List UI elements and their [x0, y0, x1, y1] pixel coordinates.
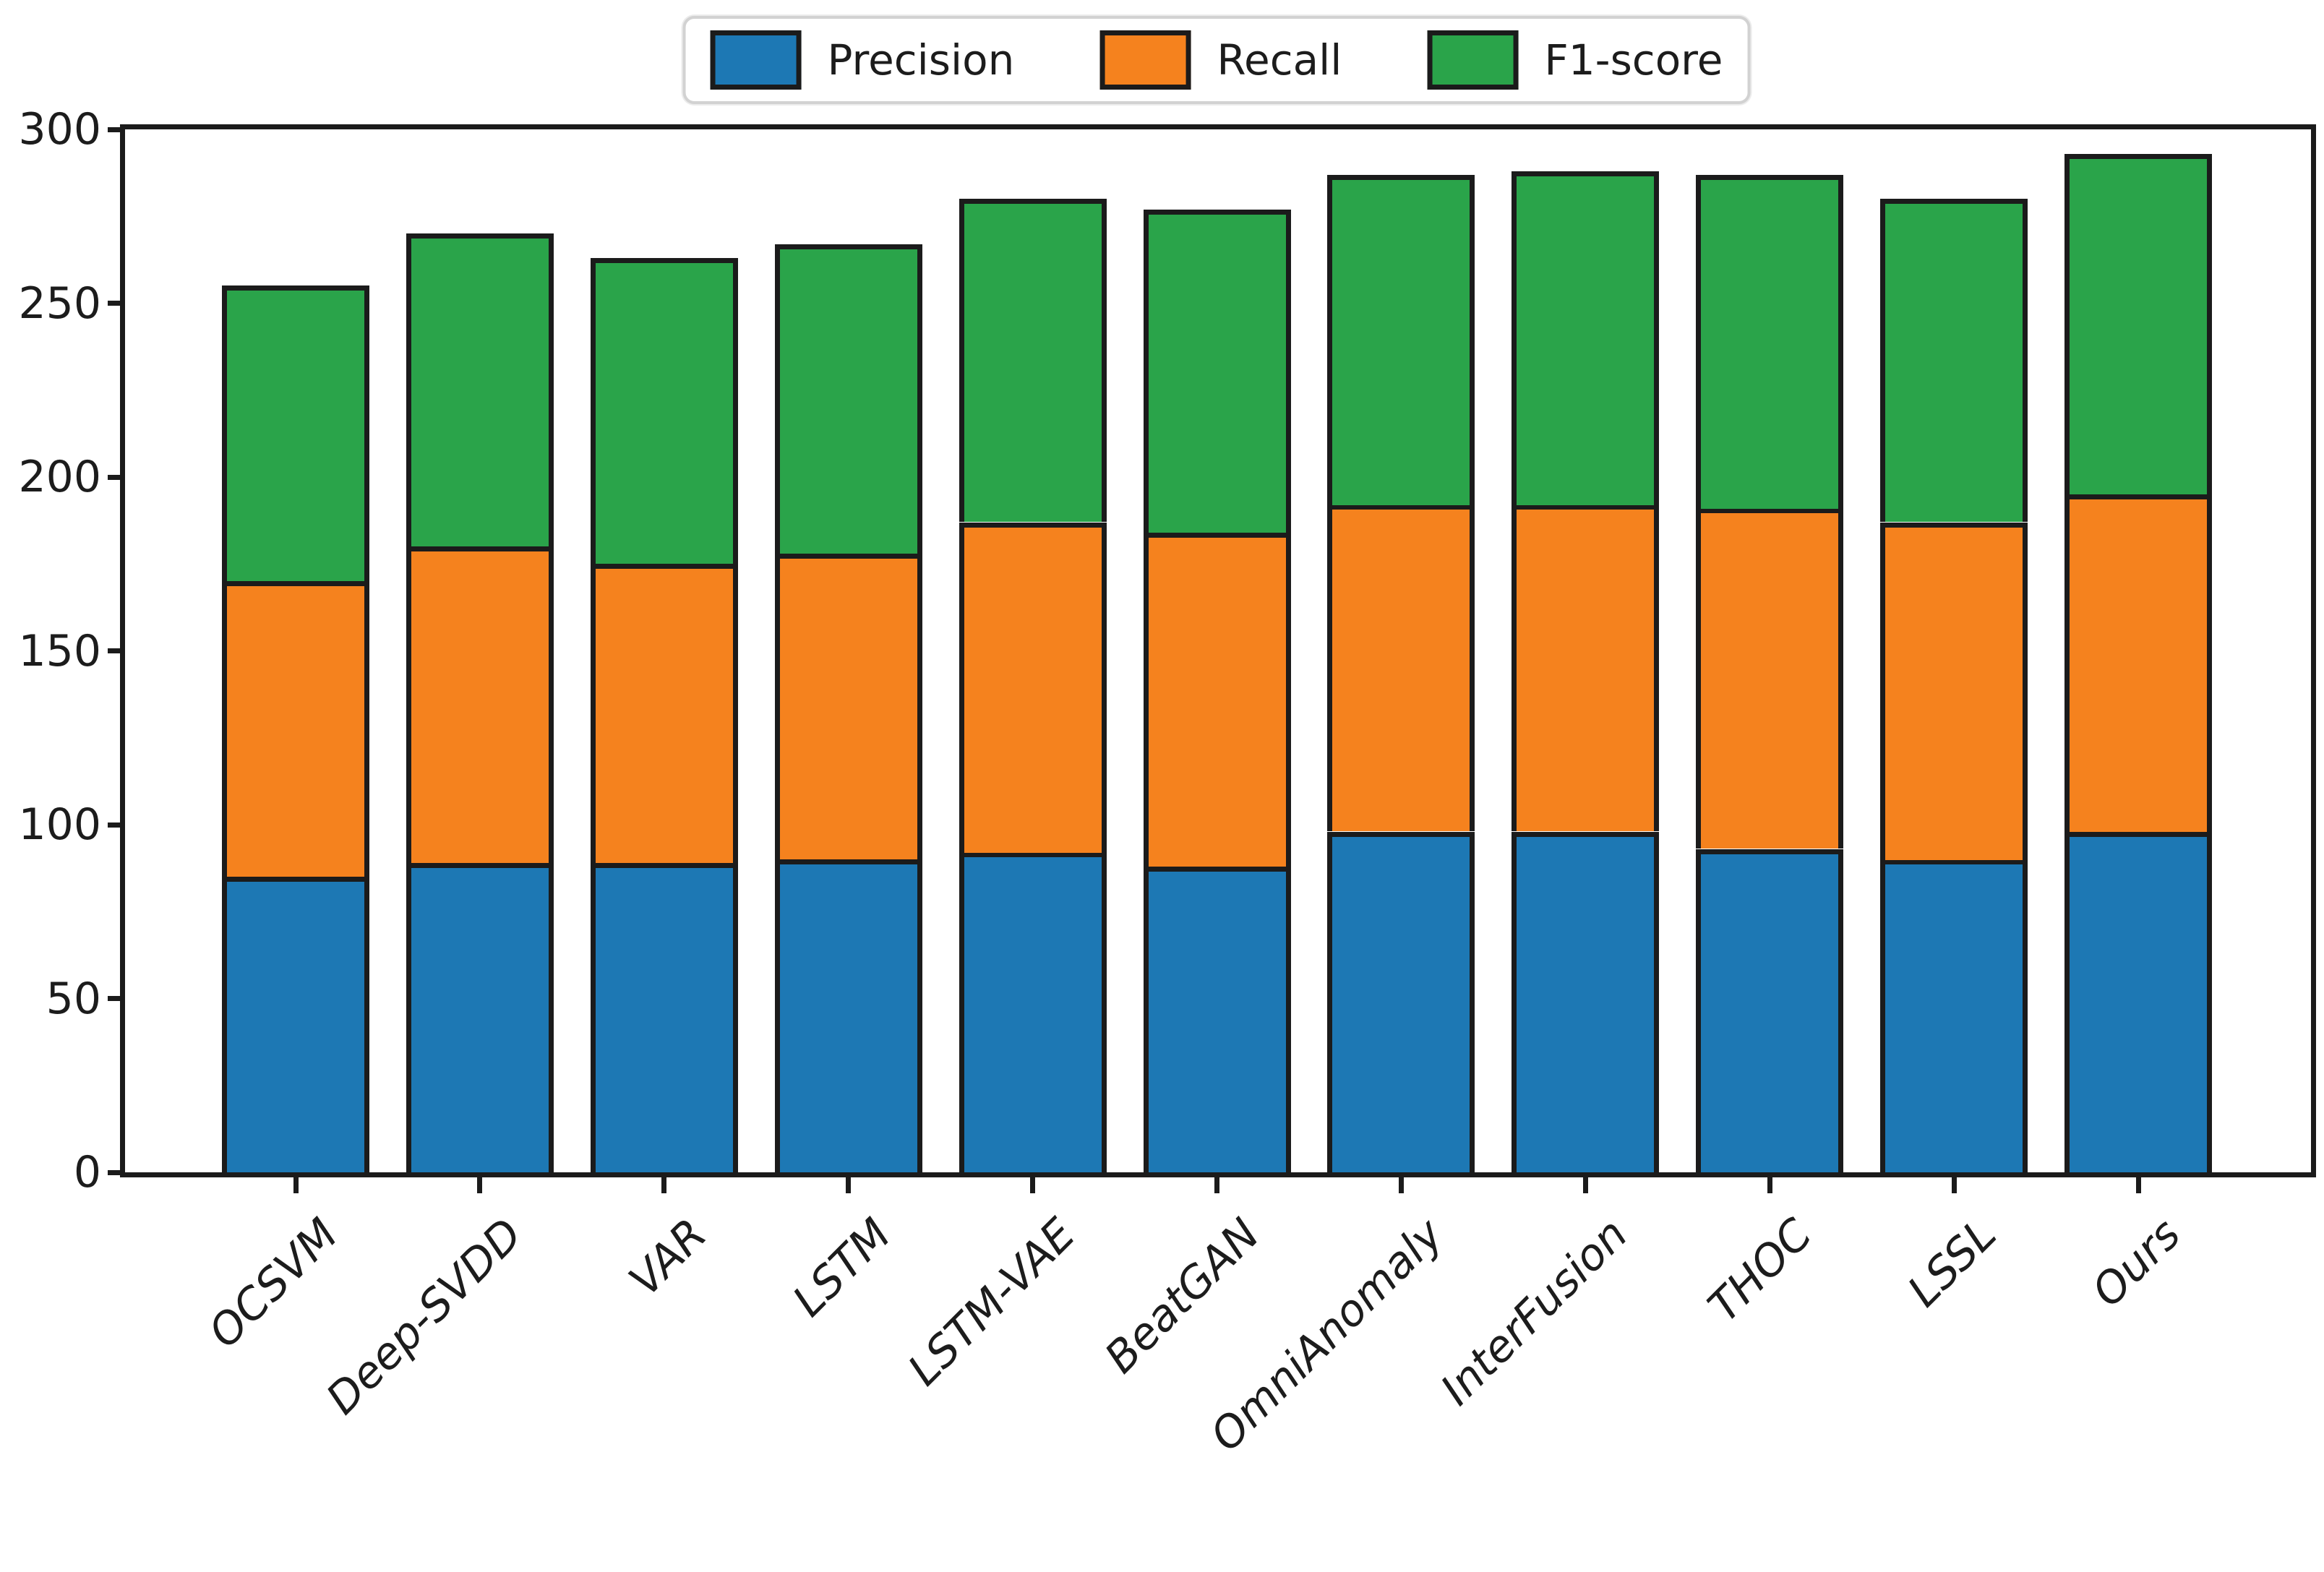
- x-axis-tick: [477, 1177, 482, 1193]
- bar-segment-precision-omnianomaly: [1327, 832, 1475, 1172]
- bar-segment-f1-score-thoc: [1696, 175, 1843, 509]
- x-axis-tick: [293, 1177, 299, 1193]
- y-axis-tick: [108, 301, 125, 306]
- x-tick-label: OCSVM: [199, 1208, 348, 1358]
- x-axis-tick: [1767, 1177, 1772, 1193]
- x-axis-tick: [1030, 1177, 1035, 1193]
- bar-segment-f1-score-lstm-vae: [959, 199, 1107, 522]
- bar-segment-f1-score-ocsvm: [222, 285, 369, 581]
- bar-segment-precision-interfusion: [1512, 832, 1659, 1172]
- bar-segment-recall-omnianomaly: [1327, 504, 1475, 831]
- x-tick-label: OmniAnomaly: [1201, 1208, 1454, 1461]
- y-axis-tick: [108, 1170, 125, 1175]
- bar-segment-f1-score-lstm: [775, 244, 922, 554]
- y-tick-label: 200: [18, 452, 101, 502]
- x-tick-label: LSTM-VAE: [899, 1208, 1086, 1396]
- x-axis-tick: [1583, 1177, 1588, 1193]
- bar-segment-f1-score-omnianomaly: [1327, 175, 1475, 505]
- bar-segment-precision-deep-svdd: [406, 863, 554, 1172]
- bar-segment-precision-lstm-vae: [959, 852, 1107, 1172]
- y-axis-tick: [108, 822, 125, 828]
- legend-item-recall: Recall: [1099, 30, 1342, 90]
- bar-segment-precision-lstm: [775, 859, 922, 1172]
- x-tick-label: BeatGAN: [1095, 1208, 1270, 1383]
- legend-swatch-recall: [1099, 30, 1191, 90]
- bar-segment-precision-thoc: [1696, 849, 1843, 1172]
- y-axis-tick: [108, 996, 125, 1001]
- x-axis-tick: [846, 1177, 851, 1193]
- bar-segment-f1-score-ours: [2064, 154, 2212, 494]
- bar-segment-f1-score-beatgan: [1144, 210, 1291, 533]
- legend-label: Recall: [1217, 35, 1342, 85]
- bar-segment-recall-deep-svdd: [406, 546, 554, 863]
- y-tick-label: 250: [18, 278, 101, 329]
- x-tick-label: LSTM: [783, 1208, 901, 1327]
- bar-segment-recall-thoc: [1696, 508, 1843, 849]
- y-tick-label: 0: [73, 1147, 101, 1198]
- bar-segment-f1-score-var: [591, 258, 738, 564]
- legend-label: Precision: [827, 35, 1015, 85]
- plot-area: [120, 124, 2316, 1177]
- legend-swatch-precision: [710, 30, 802, 90]
- legend-item-precision: Precision: [710, 30, 1015, 90]
- bar-segment-recall-ocsvm: [222, 581, 369, 877]
- legend-item-f1-score: F1-score: [1427, 30, 1723, 90]
- x-tick-label: Ours: [2082, 1208, 2191, 1318]
- bar-segment-f1-score-deep-svdd: [406, 233, 554, 546]
- y-tick-label: 50: [46, 974, 101, 1024]
- y-tick-label: 150: [18, 626, 101, 677]
- bar-segment-precision-ours: [2064, 832, 2212, 1172]
- bar-segment-precision-var: [591, 863, 738, 1172]
- legend-swatch-f1-score: [1427, 30, 1519, 90]
- x-axis-tick: [1399, 1177, 1404, 1193]
- figure: Precision Recall F1-score 0 50 100 150 200 250 3…: [18, 16, 2316, 1461]
- bar-segment-precision-beatgan: [1144, 867, 1291, 1172]
- y-tick-label: 100: [18, 799, 101, 850]
- bar-segment-recall-beatgan: [1144, 533, 1291, 867]
- x-axis-tick: [661, 1177, 666, 1193]
- y-axis-tick: [108, 475, 125, 480]
- bar-segment-f1-score-lssl: [1880, 199, 2028, 522]
- y-axis-tick: [108, 648, 125, 653]
- bar-segment-recall-lssl: [1880, 523, 2028, 860]
- x-tick-label: InterFusion: [1431, 1208, 1638, 1416]
- x-axis-tick: [1214, 1177, 1219, 1193]
- x-tick-label: Deep-SVDD: [317, 1208, 533, 1425]
- x-axis-tick: [2136, 1177, 2141, 1193]
- bar-segment-recall-lstm: [775, 554, 922, 859]
- bar-segment-recall-interfusion: [1512, 504, 1659, 831]
- legend-label: F1-score: [1544, 35, 1723, 85]
- x-axis-tick: [1952, 1177, 1957, 1193]
- legend: Precision Recall F1-score: [682, 16, 1751, 104]
- bar-segment-precision-ocsvm: [222, 877, 369, 1172]
- y-axis-tick: [108, 127, 125, 132]
- bar-segment-precision-lssl: [1880, 859, 2028, 1172]
- bar-segment-recall-var: [591, 564, 738, 863]
- x-tick-label: LSSL: [1898, 1208, 2007, 1317]
- x-tick-label: VAR: [619, 1208, 717, 1306]
- bar-segment-recall-lstm-vae: [959, 523, 1107, 853]
- bar-segment-recall-ours: [2064, 494, 2212, 832]
- bar-segment-f1-score-interfusion: [1512, 171, 1659, 505]
- x-tick-label: THOC: [1698, 1208, 1822, 1333]
- y-tick-label: 300: [18, 104, 101, 155]
